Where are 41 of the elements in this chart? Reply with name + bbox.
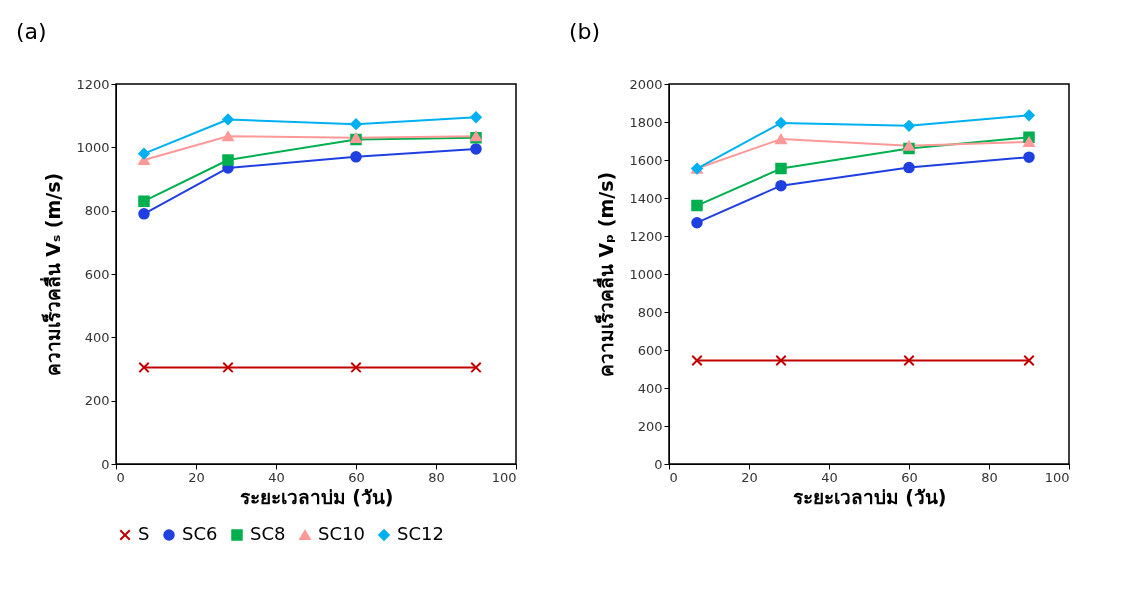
y-tick-label: 0 xyxy=(654,456,663,472)
x-tick-label: 100 xyxy=(1044,469,1070,485)
chart-title: (a) xyxy=(16,19,47,44)
x-tick-label: 60 xyxy=(348,469,365,485)
y-tick-label: 600 xyxy=(637,342,663,358)
y-tick-label: 400 xyxy=(637,380,663,396)
x-tick-label: 80 xyxy=(428,469,445,485)
y-tick-label: 800 xyxy=(84,203,110,219)
x-tick-label: 20 xyxy=(188,469,205,485)
y-axis-title: ความเร็วคลื่น Vₚ (m/s) xyxy=(593,171,618,378)
y-tick-label: 1600 xyxy=(629,152,663,168)
y-tick-label: 1200 xyxy=(76,76,110,92)
chart-title: (b) xyxy=(569,19,601,44)
y-tick-label: 1800 xyxy=(629,114,663,130)
legend-label: SC6 xyxy=(182,523,218,544)
legend-label: SC10 xyxy=(318,523,365,544)
x-tick-label: 40 xyxy=(268,469,285,485)
y-axis-title: ความเร็วคลื่น Vₛ (m/s) xyxy=(40,172,65,377)
y-tick-label: 2000 xyxy=(629,76,663,92)
x-tick-label: 100 xyxy=(491,469,517,485)
y-tick-label: 1200 xyxy=(629,228,663,244)
x-tick-label: 40 xyxy=(821,469,838,485)
legend-label: SC12 xyxy=(397,523,444,544)
y-tick-label: 1000 xyxy=(76,139,110,155)
x-axis-title: ระยะเวลาบ่ม (วัน) xyxy=(792,485,947,508)
x-tick-label: 0 xyxy=(116,469,125,485)
x-tick-label: 80 xyxy=(981,469,998,485)
y-tick-label: 800 xyxy=(637,304,663,320)
legend-label: S xyxy=(138,523,150,544)
y-tick-label: 0 xyxy=(101,456,110,472)
y-tick-label: 1000 xyxy=(629,266,663,282)
y-tick-label: 200 xyxy=(84,393,110,409)
y-tick-label: 400 xyxy=(84,329,110,345)
legend-label: SC8 xyxy=(250,523,286,544)
y-tick-label: 600 xyxy=(84,266,110,282)
x-tick-label: 20 xyxy=(741,469,758,485)
y-tick-label: 1400 xyxy=(629,190,663,206)
x-tick-label: 60 xyxy=(901,469,918,485)
x-tick-label: 0 xyxy=(669,469,678,485)
y-tick-label: 200 xyxy=(637,418,663,434)
x-axis-title: ระยะเวลาบ่ม (วัน) xyxy=(239,485,394,508)
